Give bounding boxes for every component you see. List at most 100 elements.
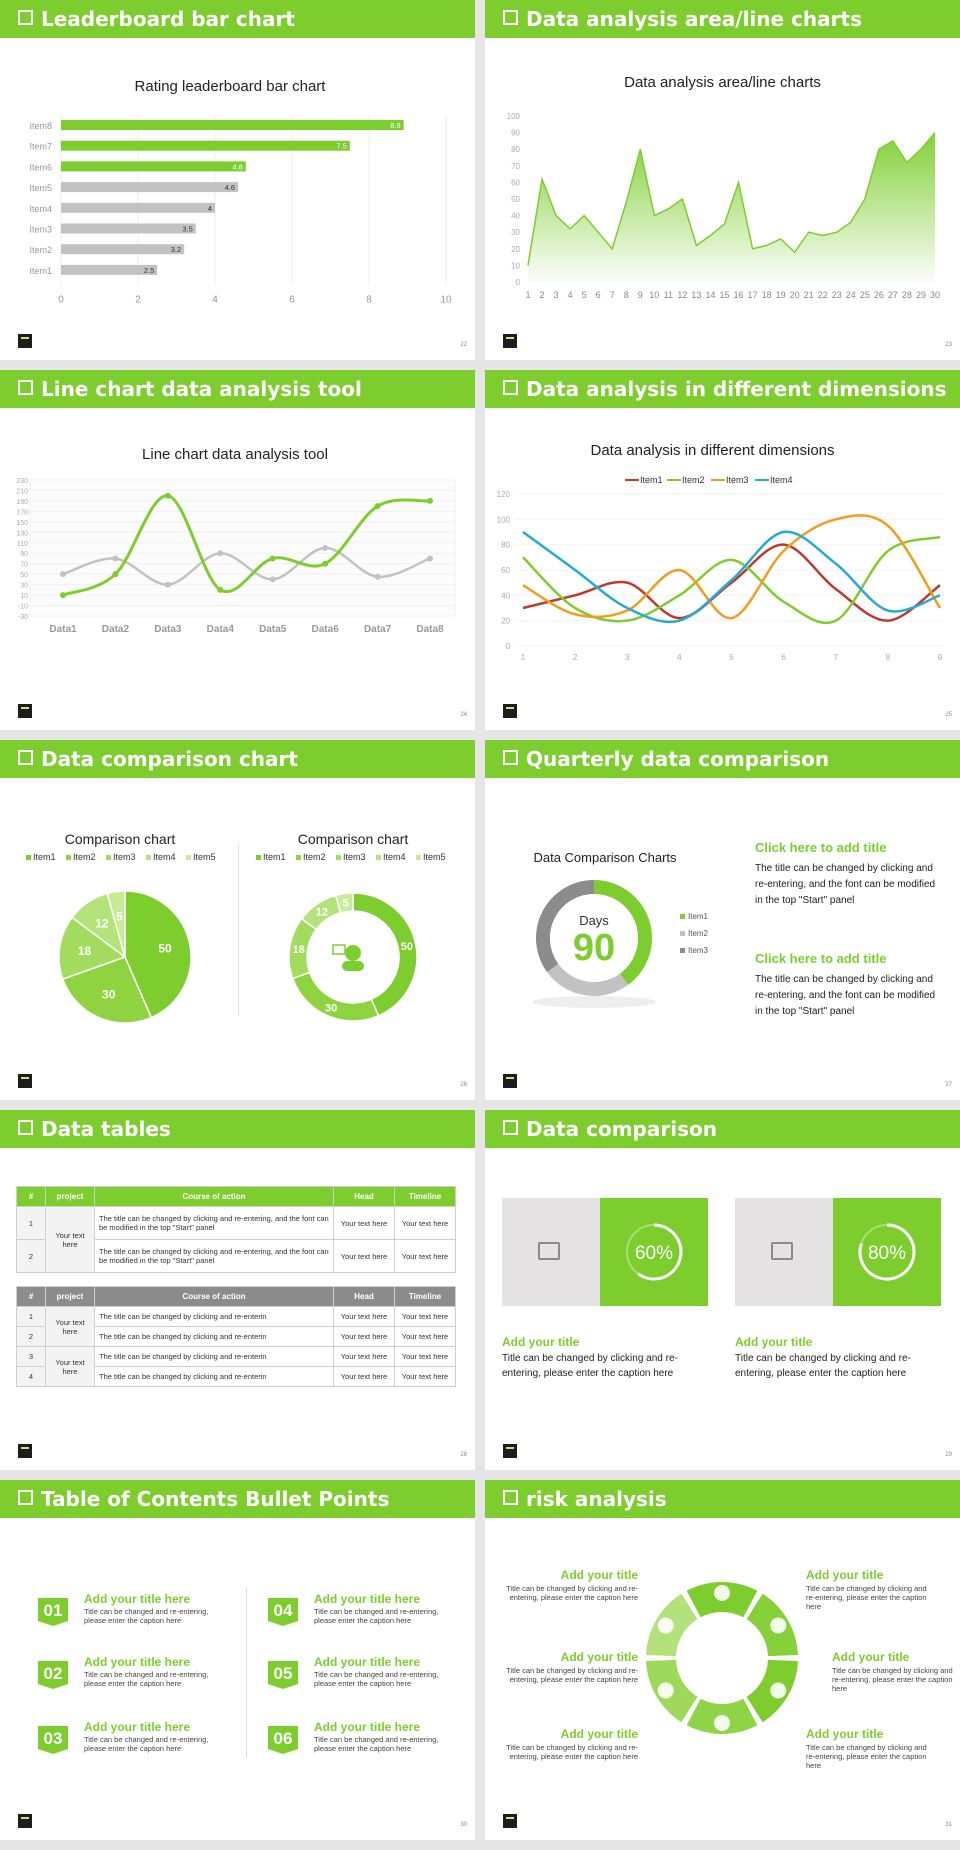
slide-header: Data analysis area/line charts	[485, 0, 960, 38]
col-header: Head	[333, 1286, 395, 1307]
company-logo	[18, 1444, 32, 1458]
legend-marker	[680, 931, 685, 936]
category-label: Item5	[29, 183, 52, 193]
risk-item-title[interactable]: Add your title	[806, 1727, 884, 1741]
ring-segment	[594, 880, 652, 985]
info-title[interactable]: Click here to add title	[755, 951, 887, 966]
table-row: 4 The title can be changed by clicking a…	[16, 1366, 456, 1387]
table-row: 1 Your text here The title can be change…	[16, 1306, 456, 1347]
percent-label: 60%	[635, 1243, 673, 1264]
slide-title: Quarterly data comparison	[526, 747, 830, 771]
y-tick-label: 70	[511, 162, 520, 171]
toc-item-title[interactable]: Add your title here	[314, 1720, 421, 1734]
company-logo	[18, 704, 32, 718]
risk-item-title[interactable]: Add your title	[560, 1650, 638, 1664]
company-logo	[18, 1814, 32, 1828]
legend-label: Item4	[770, 475, 793, 485]
slide-comparison-pies: Data comparison chart Comparison chart C…	[0, 740, 475, 1100]
company-logo	[503, 704, 517, 718]
slide-header: Data analysis in different dimensions	[485, 370, 960, 408]
card-2-text: Add your title Title can be changed by c…	[735, 1335, 930, 1381]
page-number: 27	[945, 1082, 952, 1088]
y-tick-label: 30	[20, 583, 28, 590]
card-title[interactable]: Add your title	[735, 1335, 813, 1349]
risk-item-title[interactable]: Add your title	[806, 1568, 884, 1582]
x-tick-label: 26	[874, 290, 884, 300]
y-tick-label: 10	[511, 261, 520, 270]
x-tick-label: 9	[638, 290, 643, 300]
data-label: 4.8	[232, 162, 242, 171]
x-tick-label: 8	[624, 290, 629, 300]
y-tick-label: 100	[507, 112, 521, 121]
ring-hole	[550, 894, 638, 982]
slide-line-chart-tool: Line chart data analysis tool Line chart…	[0, 370, 475, 730]
comparison-card: 80%	[735, 1198, 941, 1306]
info-title[interactable]: Click here to add title	[755, 840, 887, 855]
risk-item-text: Title can be changed by clicking and re-…	[806, 1584, 927, 1611]
toc-item-title[interactable]: Add your title here	[84, 1655, 191, 1669]
y-tick-label: -30	[18, 614, 28, 621]
legend-label: Item3	[113, 852, 136, 862]
toc-item-title[interactable]: Add your title here	[314, 1592, 421, 1606]
table-row: 2 The title can be changed by clicking a…	[16, 1326, 456, 1347]
x-tick-label: 15	[719, 290, 729, 300]
y-tick-label: 100	[497, 515, 511, 524]
card-title[interactable]: Add your title	[502, 1335, 580, 1349]
series-line	[522, 514, 942, 620]
data-label: 3.2	[171, 245, 181, 254]
data-point	[269, 576, 276, 583]
toc-item-title[interactable]: Add your title here	[84, 1720, 191, 1734]
tick-label: 8	[366, 295, 372, 306]
data-label: 8.9	[390, 121, 400, 130]
toc-item-title[interactable]: Add your title here	[314, 1655, 421, 1669]
x-tick-label: 24	[846, 290, 856, 300]
comparison-card: 60%	[502, 1198, 708, 1306]
x-tick-label: 2	[573, 653, 578, 662]
category-label: Item6	[29, 162, 52, 172]
donut-slice	[352, 892, 418, 1017]
category-label: Item4	[29, 204, 52, 214]
card-text: Title can be changed by clicking and re-…	[502, 1353, 678, 1379]
legend-marker	[146, 855, 151, 860]
legend-label: Item3	[726, 475, 749, 485]
risk-item-title[interactable]: Add your title	[560, 1727, 638, 1741]
legend-label: Item1	[688, 912, 709, 921]
area-line	[527, 132, 936, 266]
image-add-icon	[538, 1242, 560, 1260]
y-tick-label: -10	[18, 604, 28, 611]
legend-marker	[336, 855, 341, 860]
data-point	[60, 592, 66, 599]
slide-quarterly: Quarterly data comparison Data Compariso…	[485, 740, 960, 1100]
image-placeholder[interactable]	[502, 1198, 600, 1306]
data-point	[427, 555, 433, 562]
pie-slice	[61, 956, 153, 1024]
donut-title: Comparison chart	[297, 831, 409, 847]
risk-item-title[interactable]: Add your title	[832, 1650, 910, 1664]
legend-marker	[680, 948, 685, 953]
x-tick-label: 1	[525, 290, 530, 300]
data-point	[427, 497, 433, 504]
pie-chart-icon	[714, 1715, 730, 1731]
cell-timeline: Your text here	[394, 1206, 456, 1240]
legend-marker	[416, 855, 421, 860]
page-number: 23	[945, 342, 952, 348]
legend-marker	[66, 855, 71, 860]
slide-header: Data comparison	[485, 1110, 960, 1148]
cell-project: Your text here	[45, 1206, 95, 1273]
slice-label: 18	[78, 944, 92, 958]
legend-marker	[186, 855, 191, 860]
company-logo	[18, 334, 32, 348]
cell-num: 2	[16, 1239, 46, 1273]
donut-chart: Item1 Item2 Item3 Item4 Item5 50 30 18 12 5	[256, 852, 446, 1022]
image-placeholder[interactable]	[735, 1198, 833, 1306]
percent-label: 80%	[868, 1243, 906, 1264]
x-tick-label: Data8	[416, 624, 444, 635]
cell-head: Your text here	[333, 1206, 395, 1240]
cell-head: Your text here	[333, 1306, 395, 1327]
y-tick-label: 170	[16, 509, 28, 516]
risk-item-title[interactable]: Add your title	[560, 1568, 638, 1582]
toc-item-title[interactable]: Add your title here	[84, 1592, 191, 1606]
data-point	[164, 492, 171, 499]
slide-title: Data analysis in different dimensions	[526, 377, 947, 401]
